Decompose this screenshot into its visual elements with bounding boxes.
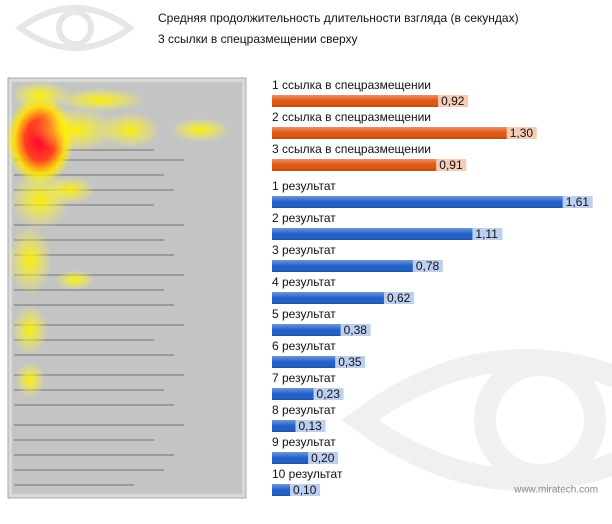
- category-label: 10 результат: [272, 467, 343, 481]
- label-box: [436, 159, 467, 171]
- value-label: 1,61: [566, 195, 590, 209]
- category-label: 7 результат: [272, 371, 336, 385]
- label-box: [562, 196, 593, 208]
- label-box: [290, 484, 321, 496]
- category-label: 9 результат: [272, 435, 336, 449]
- label-box: [383, 292, 414, 304]
- value-label: 0,62: [387, 291, 411, 305]
- value-label: 0,10: [293, 483, 317, 497]
- bar-shine: [272, 356, 336, 368]
- eye-watermark: [341, 349, 612, 491]
- chart-subtitle: 3 ссылки в спецразмещении сверху: [158, 32, 358, 46]
- bar-shine: [272, 228, 473, 240]
- label-box: [438, 95, 469, 107]
- source: www.miratech.com: [513, 485, 598, 496]
- label-box: [335, 356, 366, 368]
- category-label: 3 результат: [272, 243, 336, 257]
- value-label: 0,38: [344, 323, 368, 337]
- label-box: [412, 260, 443, 272]
- label-box: [313, 388, 344, 400]
- label-box: [506, 127, 537, 139]
- value-label: 0,20: [311, 451, 335, 465]
- category-label: 2 ссылка в спецразмещении: [272, 110, 431, 124]
- bar-shine: [272, 292, 384, 304]
- chart-title: Средняя продолжительность длительности в…: [158, 11, 519, 25]
- category-label: 1 результат: [272, 179, 336, 193]
- label-box: [308, 452, 339, 464]
- bar-shine: [272, 260, 413, 272]
- label-box: [340, 324, 371, 336]
- value-label: 1,30: [510, 126, 534, 140]
- bar-shine: [272, 388, 314, 400]
- bar-shine: [272, 196, 563, 208]
- category-label: 5 результат: [272, 307, 336, 321]
- value-label: 0,13: [298, 419, 322, 433]
- category-label: 2 результат: [272, 211, 336, 225]
- bar-shine: [272, 324, 341, 336]
- bar-shine: [272, 95, 439, 107]
- bar-shine: [272, 452, 309, 464]
- bar-shine: [272, 420, 296, 432]
- category-label: 6 результат: [272, 339, 336, 353]
- category-label: 4 результат: [272, 275, 336, 289]
- category-label: 3 ссылка в спецразмещении: [272, 142, 431, 156]
- bar-shine: [272, 484, 291, 496]
- value-label: 0,35: [338, 355, 362, 369]
- heatmap-screenshot: [6, 77, 247, 499]
- bar-shine: [272, 127, 507, 139]
- label-box: [472, 228, 503, 240]
- bar-shine: [272, 159, 437, 171]
- value-label: 0,91: [439, 158, 463, 172]
- category-label: 8 результат: [272, 403, 336, 417]
- label-box: [295, 420, 326, 432]
- value-label: 0,78: [416, 259, 440, 273]
- category-label: 1 ссылка в спецразмещении: [272, 78, 431, 92]
- value-label: 0,92: [441, 94, 465, 108]
- value-label: 0,23: [317, 387, 341, 401]
- value-label: 1,11: [475, 227, 498, 241]
- eye-icon: [14, 5, 136, 51]
